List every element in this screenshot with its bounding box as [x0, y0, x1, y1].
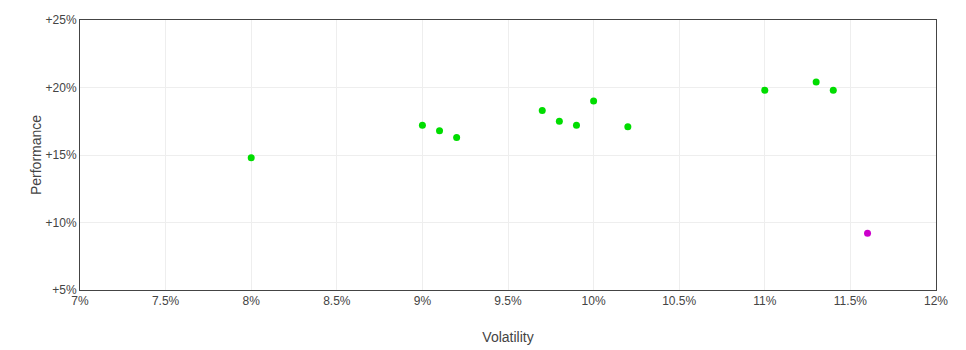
svg-text:8%: 8% — [243, 294, 261, 308]
svg-text:9.5%: 9.5% — [494, 294, 522, 308]
svg-text:11.5%: 11.5% — [834, 294, 867, 308]
svg-text:+5%: +5% — [52, 283, 77, 297]
svg-text:9%: 9% — [414, 294, 432, 308]
svg-text:Performance: Performance — [28, 115, 44, 195]
svg-text:+20%: +20% — [46, 81, 77, 95]
svg-text:8.5%: 8.5% — [323, 294, 351, 308]
svg-text:+10%: +10% — [46, 216, 77, 230]
svg-text:11%: 11% — [753, 294, 776, 308]
svg-text:10.5%: 10.5% — [662, 294, 696, 308]
svg-text:7%: 7% — [71, 294, 89, 308]
svg-text:7.5%: 7.5% — [152, 294, 180, 308]
svg-text:10%: 10% — [582, 294, 606, 308]
svg-text:+15%: +15% — [46, 148, 77, 162]
svg-text:Volatility: Volatility — [482, 329, 533, 345]
svg-text:12%: 12% — [924, 294, 948, 308]
svg-text:+25%: +25% — [46, 13, 77, 27]
